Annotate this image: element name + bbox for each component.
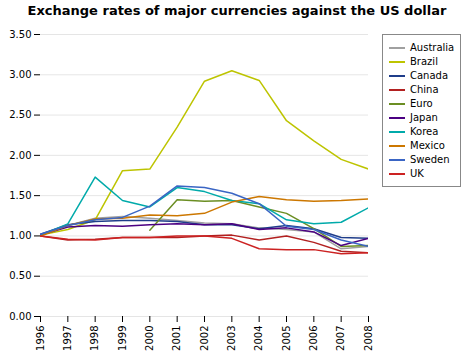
svg-text:2.50: 2.50: [9, 109, 31, 120]
svg-text:2008: 2008: [363, 326, 374, 351]
html-text:UK: UK: [410, 168, 424, 179]
html-text:Mexico: Mexico: [410, 140, 445, 151]
html-text:China: China: [410, 84, 439, 95]
svg-text:2006: 2006: [308, 326, 319, 351]
svg-text:1.00: 1.00: [9, 230, 31, 241]
html-text:Canada: Canada: [410, 70, 449, 81]
svg-text:2.00: 2.00: [9, 150, 31, 161]
html-text:Australia: Australia: [410, 42, 455, 53]
html-text:Sweden: Sweden: [410, 154, 450, 165]
html-text:Brazil: Brazil: [410, 56, 438, 67]
svg-text:0.00: 0.00: [9, 311, 31, 322]
svg-text:2004: 2004: [253, 326, 264, 351]
svg-text:1.50: 1.50: [9, 190, 31, 201]
svg-text:1998: 1998: [89, 326, 100, 351]
html-text:Korea: Korea: [410, 126, 439, 137]
svg-text:1996: 1996: [35, 326, 46, 351]
html-text:Euro: Euro: [410, 98, 433, 109]
svg-text:2002: 2002: [199, 326, 210, 351]
svg-text:3.00: 3.00: [9, 69, 31, 80]
svg-text:3.50: 3.50: [9, 29, 31, 40]
html-text:Exchange rates of major curren: Exchange rates of major currencies again…: [27, 3, 447, 18]
svg-text:2000: 2000: [144, 326, 155, 351]
svg-text:1999: 1999: [117, 326, 128, 351]
svg-text:2003: 2003: [226, 326, 237, 351]
svg-text:2001: 2001: [171, 326, 182, 351]
svg-text:2007: 2007: [335, 326, 346, 351]
svg-text:2005: 2005: [281, 326, 292, 351]
svg-text:1997: 1997: [62, 326, 73, 351]
html-text:Japan: Japan: [410, 112, 438, 123]
svg-text:0.50: 0.50: [9, 270, 31, 281]
